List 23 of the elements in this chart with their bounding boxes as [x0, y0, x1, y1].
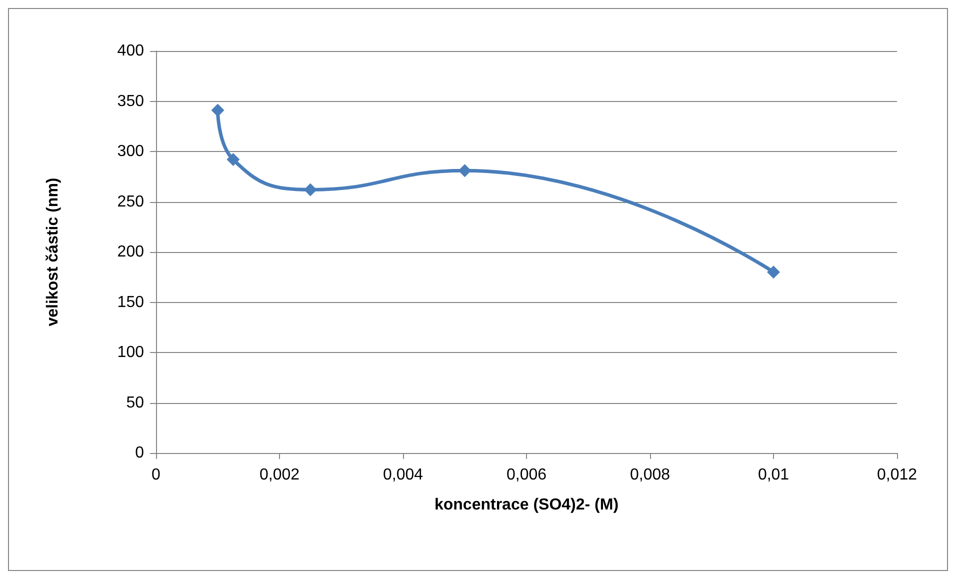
y-tick-label: 200	[117, 244, 144, 260]
y-tick-label: 50	[126, 394, 144, 412]
y-tick-label: 150	[117, 294, 144, 311]
y-tick-label: 300	[117, 143, 144, 160]
y-tick-label: 350	[117, 92, 144, 110]
point	[211, 104, 224, 117]
point	[226, 153, 240, 166]
x-axis-title: koncentrace (SO4)2- (M)	[434, 496, 619, 514]
y-axis-title: velikost částic (nm)	[44, 178, 62, 326]
point	[304, 183, 317, 196]
x-tick-label: 0,002	[259, 466, 300, 484]
y-tick-label: 0	[135, 444, 144, 462]
x-tick-label: 0,008	[630, 466, 670, 484]
point	[458, 164, 472, 178]
x-tick-label: 0,004	[382, 466, 424, 484]
y-tick-label: 400	[117, 42, 144, 60]
x-tick-label: 0,012	[876, 466, 918, 484]
y-tick-label: 100	[117, 344, 144, 361]
point	[767, 266, 780, 279]
y-tick-label: 250	[117, 193, 144, 210]
x-tick-label: 0	[152, 466, 161, 484]
x-tick-label: 0,01	[758, 466, 790, 484]
x-tick-label: 0,006	[506, 466, 547, 484]
